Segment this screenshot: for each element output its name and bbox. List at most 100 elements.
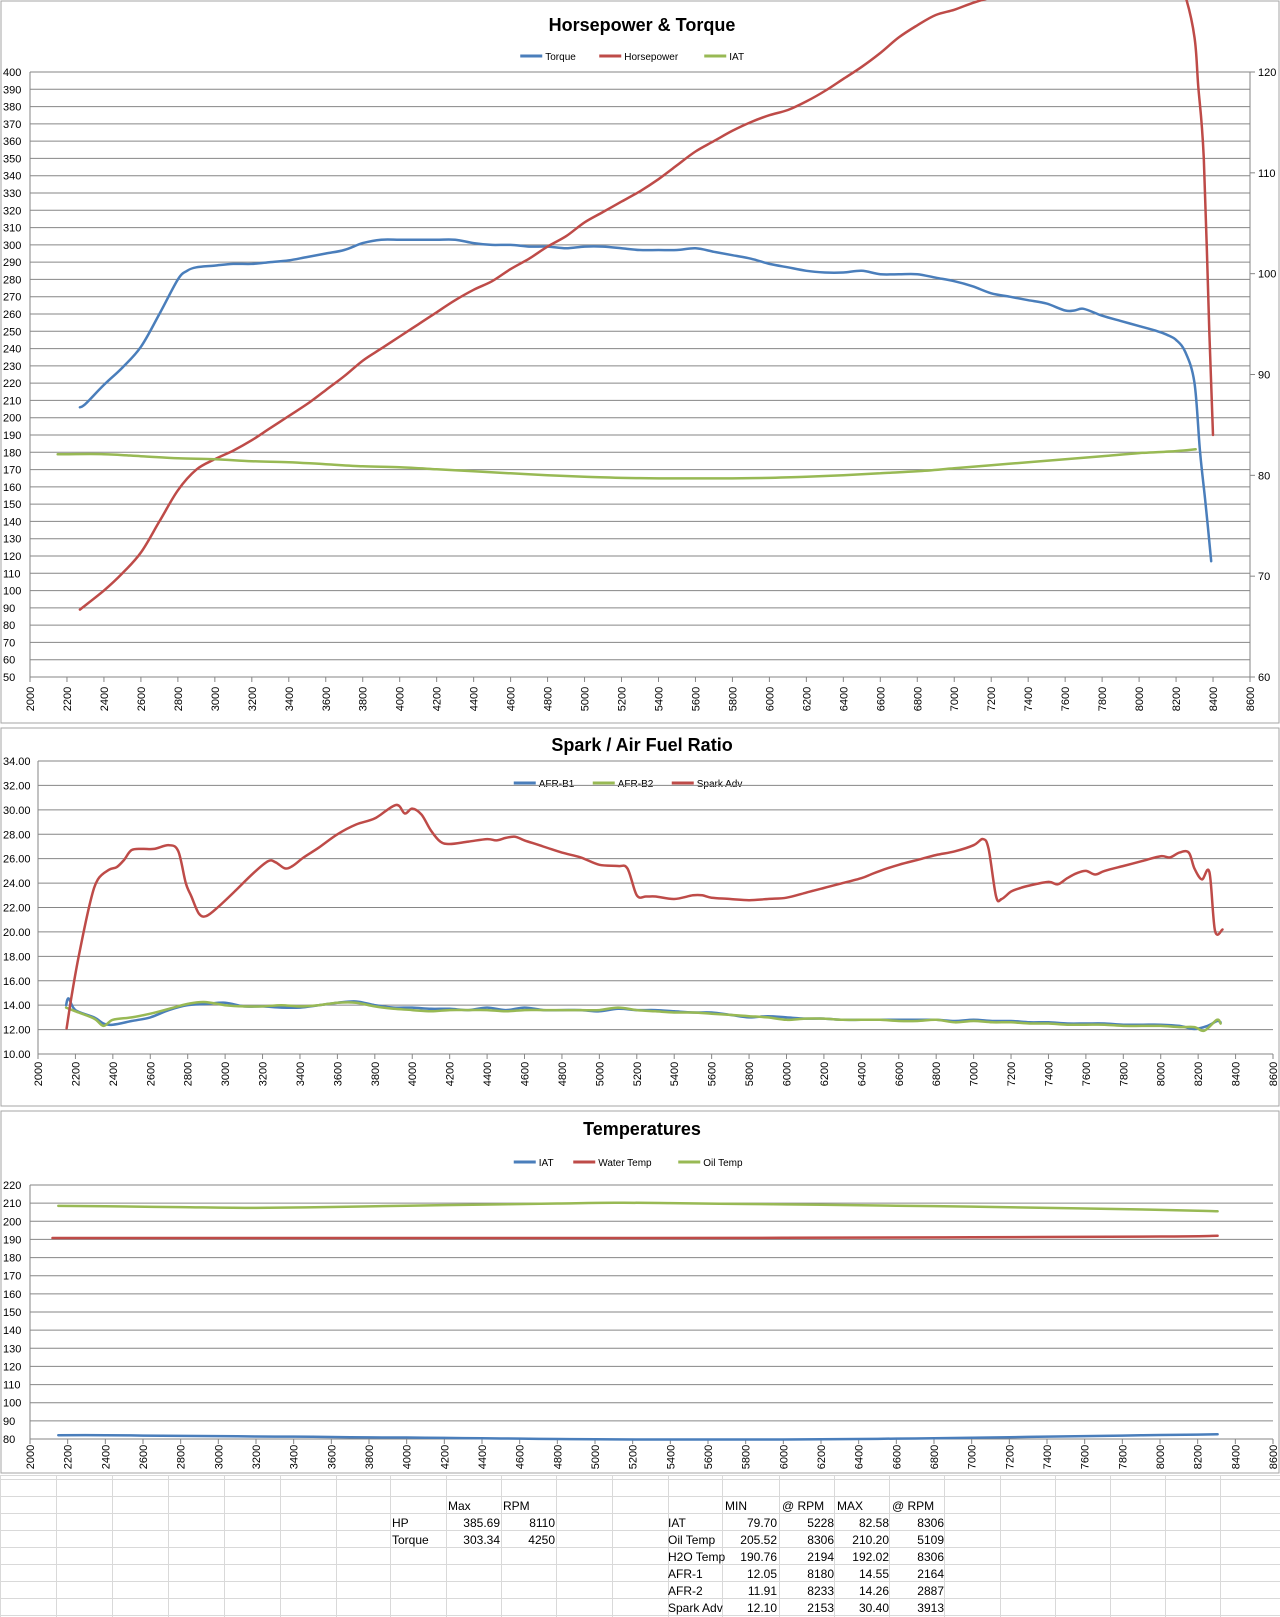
x-tick-label: 5200 [628,1445,640,1469]
sensor-row-value: 2194 [807,1550,834,1564]
sensor-row-value: 30.40 [858,1601,889,1615]
x-tick-label: 7000 [949,687,961,711]
y2-tick-label: 120 [1258,67,1276,79]
legend-label: IAT [729,52,744,63]
torque-max-value: 303.34 [463,1533,500,1547]
sensor-row-value: 82.58 [858,1516,889,1530]
x-tick-label: 7000 [967,1445,979,1469]
y-tick-label: 80 [3,1434,15,1446]
x-tick-label: 4000 [395,687,407,711]
y-tick-label: 300 [3,240,21,252]
legend-label: Oil Temp [703,1158,743,1169]
series-line-water-temp [51,1234,1219,1240]
x-tick-label: 4200 [432,687,444,711]
y-tick-label: 370 [3,119,21,131]
x-tick-label: 4600 [520,1062,532,1086]
y-tick-label: 120 [3,551,21,563]
y-tick-label: 260 [3,309,21,321]
chart-title: Spark / Air Fuel Ratio [551,735,732,755]
x-tick-label: 3200 [247,687,259,711]
sensor-row-value: 8306 [917,1550,944,1564]
y-tick-label: 140 [3,1325,21,1337]
y-tick-label: 28.00 [3,829,31,841]
x-tick-label: 6200 [816,1445,828,1469]
chart-title: Horsepower & Torque [549,15,736,35]
x-tick-label: 2800 [183,1062,195,1086]
x-tick-label: 4200 [445,1062,457,1086]
x-tick-label: 2600 [138,1445,150,1469]
y2-tick-label: 70 [1258,571,1270,583]
y-tick-label: 150 [3,499,21,511]
x-tick-label: 4400 [482,1062,494,1086]
x-tick-label: 8000 [1134,687,1146,711]
y-tick-label: 280 [3,274,21,286]
y-tick-label: 80 [3,620,15,632]
legend-label: Torque [545,52,576,63]
y-tick-label: 34.00 [3,756,31,768]
x-tick-label: 7200 [986,687,998,711]
x-tick-label: 5400 [653,687,665,711]
y-tick-label: 320 [3,205,21,217]
sensor-header-min-rpm: @ RPM [782,1499,825,1513]
x-tick-label: 5800 [744,1062,756,1086]
sensor-row-value: 11.91 [747,1584,777,1598]
x-tick-label: 2200 [70,1062,82,1086]
y-tick-label: 210 [3,1198,21,1210]
y2-tick-label: 60 [1258,672,1270,684]
x-tick-label: 6800 [912,687,924,711]
y-tick-label: 200 [3,413,21,425]
y-tick-label: 200 [3,1216,21,1228]
x-tick-label: 5400 [669,1062,681,1086]
x-tick-label: 6800 [931,1062,943,1086]
sensor-row-label: IAT [668,1516,686,1530]
hp-max-value: 385.69 [463,1516,500,1530]
x-tick-label: 5400 [665,1445,677,1469]
x-tick-label: 3400 [289,1445,301,1469]
x-tick-label: 5200 [632,1062,644,1086]
x-tick-label: 6400 [856,1062,868,1086]
x-tick-label: 6400 [854,1445,866,1469]
x-tick-label: 6600 [875,687,887,711]
x-tick-label: 7000 [969,1062,981,1086]
sensor-row-value: 210.20 [852,1533,889,1547]
x-tick-label: 5800 [727,687,739,711]
sensor-row-label: AFR-1 [668,1567,703,1581]
x-tick-label: 8200 [1193,1062,1205,1086]
x-tick-label: 6200 [801,687,813,711]
y-tick-label: 340 [3,171,21,183]
x-tick-label: 7400 [1042,1445,1054,1469]
y-tick-label: 160 [3,1289,21,1301]
x-tick-label: 3800 [364,1445,376,1469]
x-tick-label: 3400 [295,1062,307,1086]
y-tick-label: 290 [3,257,21,269]
y-tick-label: 190 [3,430,21,442]
series-line-iat [56,448,1197,480]
x-tick-label: 2800 [176,1445,188,1469]
y-tick-label: 130 [3,1343,21,1355]
y-tick-label: 18.00 [3,951,31,963]
series-line-iat [57,1433,1219,1441]
y-tick-label: 90 [3,1416,15,1428]
y-tick-label: 120 [3,1361,21,1373]
y-tick-label: 210 [3,395,21,407]
x-tick-label: 5200 [617,687,629,711]
y-tick-label: 130 [3,534,21,546]
y-tick-label: 100 [3,586,21,598]
y-tick-label: 330 [3,188,21,200]
y-tick-label: 180 [3,447,21,459]
series-line-torque [78,238,1213,563]
sensor-row-value: 8306 [917,1516,944,1530]
x-tick-label: 8000 [1156,1062,1168,1086]
y-tick-label: 90 [3,603,15,615]
y-tick-label: 60 [3,655,15,667]
y-tick-label: 250 [3,326,21,338]
sensor-header-max-rpm: @ RPM [892,1499,935,1513]
y-tick-label: 190 [3,1234,21,1246]
legend-label: Horsepower [624,52,679,63]
chart-frame [0,727,1280,1107]
x-tick-label: 5600 [703,1445,715,1469]
legend-label: Spark Adv [697,779,743,790]
x-tick-label: 3600 [332,1062,344,1086]
x-tick-label: 2400 [99,687,111,711]
x-tick-label: 2400 [108,1062,120,1086]
